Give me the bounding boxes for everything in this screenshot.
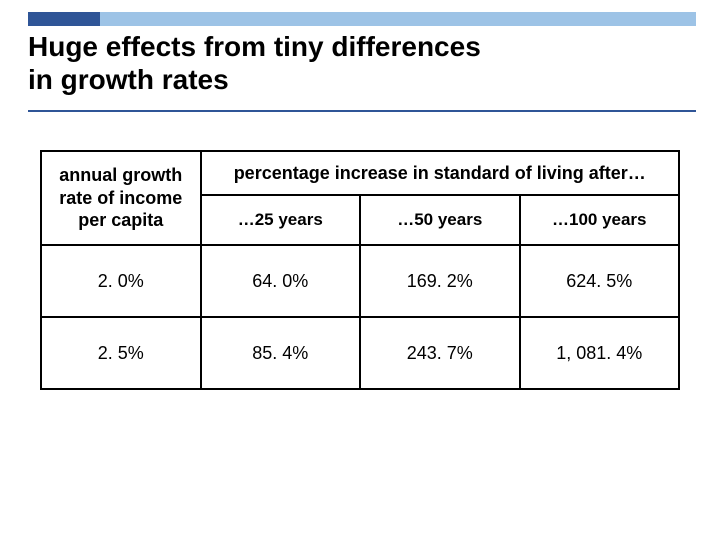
col-header-100: …100 years: [520, 195, 680, 245]
table-cell: 243. 7%: [360, 317, 520, 389]
row-header: annual growth rate of income per capita: [41, 151, 201, 245]
table-cell: 169. 2%: [360, 245, 520, 317]
growth-rate-label: 2. 5%: [41, 317, 201, 389]
table-cell: 85. 4%: [201, 317, 361, 389]
header-dark-block: [28, 12, 100, 26]
table-cell: 624. 5%: [520, 245, 680, 317]
table: annual growth rate of income per capita …: [40, 150, 680, 390]
col-header-25: …25 years: [201, 195, 361, 245]
table-header-row-1: annual growth rate of income per capita …: [41, 151, 679, 195]
col-header-main: percentage increase in standard of livin…: [201, 151, 680, 195]
title-underline: [28, 110, 696, 112]
header-light-block: [100, 12, 696, 26]
title-line-2: in growth rates: [28, 63, 481, 96]
title-line-1: Huge effects from tiny differences: [28, 30, 481, 63]
table-cell: 64. 0%: [201, 245, 361, 317]
growth-table: annual growth rate of income per capita …: [40, 150, 680, 390]
header-decoration: [0, 12, 720, 26]
growth-rate-label: 2. 0%: [41, 245, 201, 317]
col-header-50: …50 years: [360, 195, 520, 245]
table-row: 2. 5% 85. 4% 243. 7% 1, 081. 4%: [41, 317, 679, 389]
slide-title: Huge effects from tiny differences in gr…: [28, 30, 481, 96]
slide: Huge effects from tiny differences in gr…: [0, 0, 720, 540]
table-cell: 1, 081. 4%: [520, 317, 680, 389]
table-row: 2. 0% 64. 0% 169. 2% 624. 5%: [41, 245, 679, 317]
